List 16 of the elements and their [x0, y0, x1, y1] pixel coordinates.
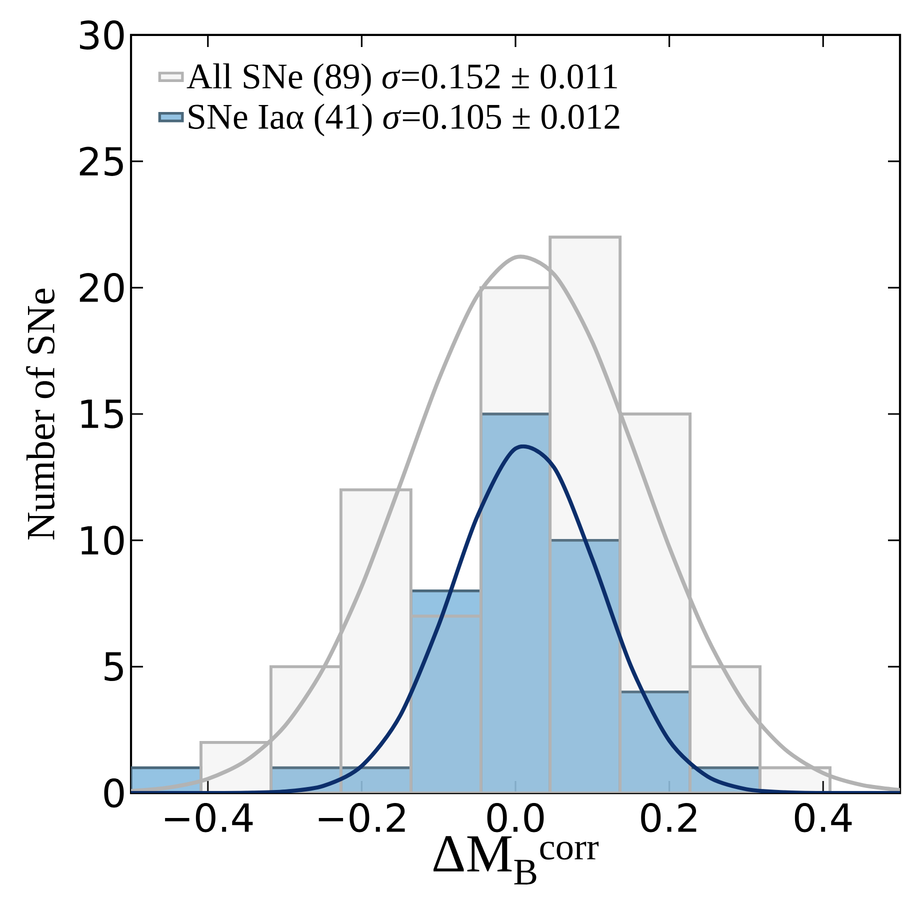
x-tick-label: 0.4: [794, 803, 852, 832]
y-tick-label: 30: [80, 20, 124, 50]
y-tick-label: 25: [80, 146, 123, 176]
y-tick-label: 0: [104, 778, 124, 808]
y-tick-label: 15: [81, 400, 123, 428]
x-tick-label: −0.2: [318, 803, 405, 832]
legend-label: All SNe (89) σ=0.152 ± 0.011: [186, 63, 617, 96]
x-tick-label: 0.0: [487, 803, 544, 832]
y-tick-label: 10: [81, 526, 124, 555]
legend-label: SNe Iaα (41) σ=0.105 ± 0.012: [188, 104, 620, 136]
y-tick-label: 5: [104, 652, 123, 682]
x-tick-label: 0.2: [641, 803, 696, 832]
x-tick-label: −0.4: [165, 803, 253, 832]
y-axis-title: Number of SNe: [26, 288, 55, 540]
y-tick-label: 20: [80, 273, 124, 302]
x-axis-title: ΔM$_{B}$corr: [434, 836, 599, 884]
